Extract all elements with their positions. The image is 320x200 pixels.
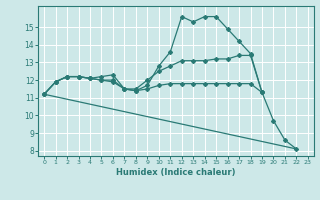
X-axis label: Humidex (Indice chaleur): Humidex (Indice chaleur) [116, 168, 236, 177]
